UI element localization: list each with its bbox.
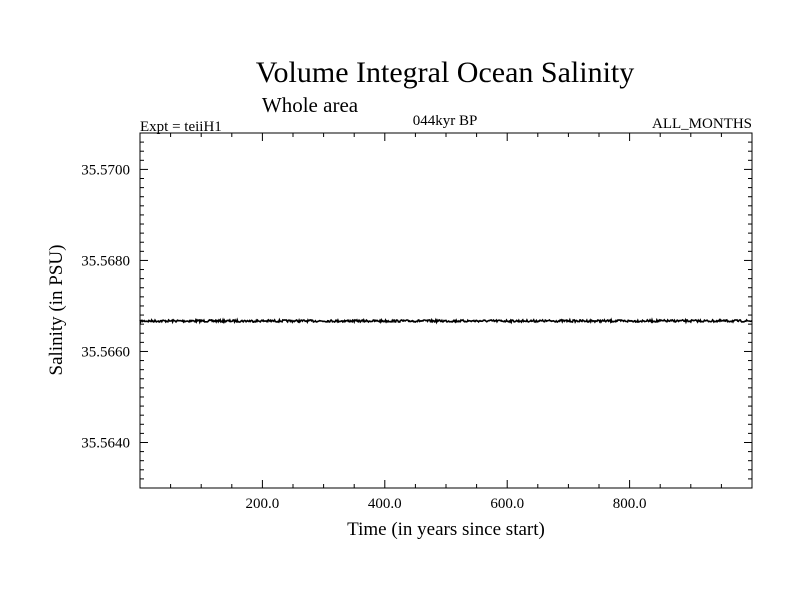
minor-ticks — [140, 133, 752, 488]
y-tick-label: 35.5640 — [81, 435, 130, 451]
y-axis: 35.5640 35.5660 35.5680 35.5700 — [81, 162, 130, 451]
x-tick-label: 800.0 — [613, 496, 647, 512]
y-tick-label: 35.5680 — [81, 253, 130, 269]
experiment-label: Expt = teiiH1 — [140, 119, 222, 135]
x-tick-label: 600.0 — [490, 496, 524, 512]
series-layer — [139, 317, 753, 325]
y-tick-label: 35.5700 — [81, 162, 130, 178]
chart-subtitle: Whole area — [262, 93, 359, 117]
months-label: ALL_MONTHS — [652, 116, 752, 132]
plot-frame — [139, 132, 753, 489]
x-axis-label: Time (in years since start) — [347, 519, 545, 540]
y-axis-label: Salinity (in PSU) — [46, 245, 67, 376]
x-tick-label: 200.0 — [246, 496, 280, 512]
y-tick-label: 35.5660 — [81, 344, 130, 360]
x-axis: 200.0 400.0 600.0 800.0 — [246, 496, 647, 512]
x-tick-label: 400.0 — [368, 496, 402, 512]
chart-title: Volume Integral Ocean Salinity — [256, 56, 635, 89]
series-line — [139, 317, 753, 325]
period-label: 044kyr BP — [413, 113, 478, 129]
